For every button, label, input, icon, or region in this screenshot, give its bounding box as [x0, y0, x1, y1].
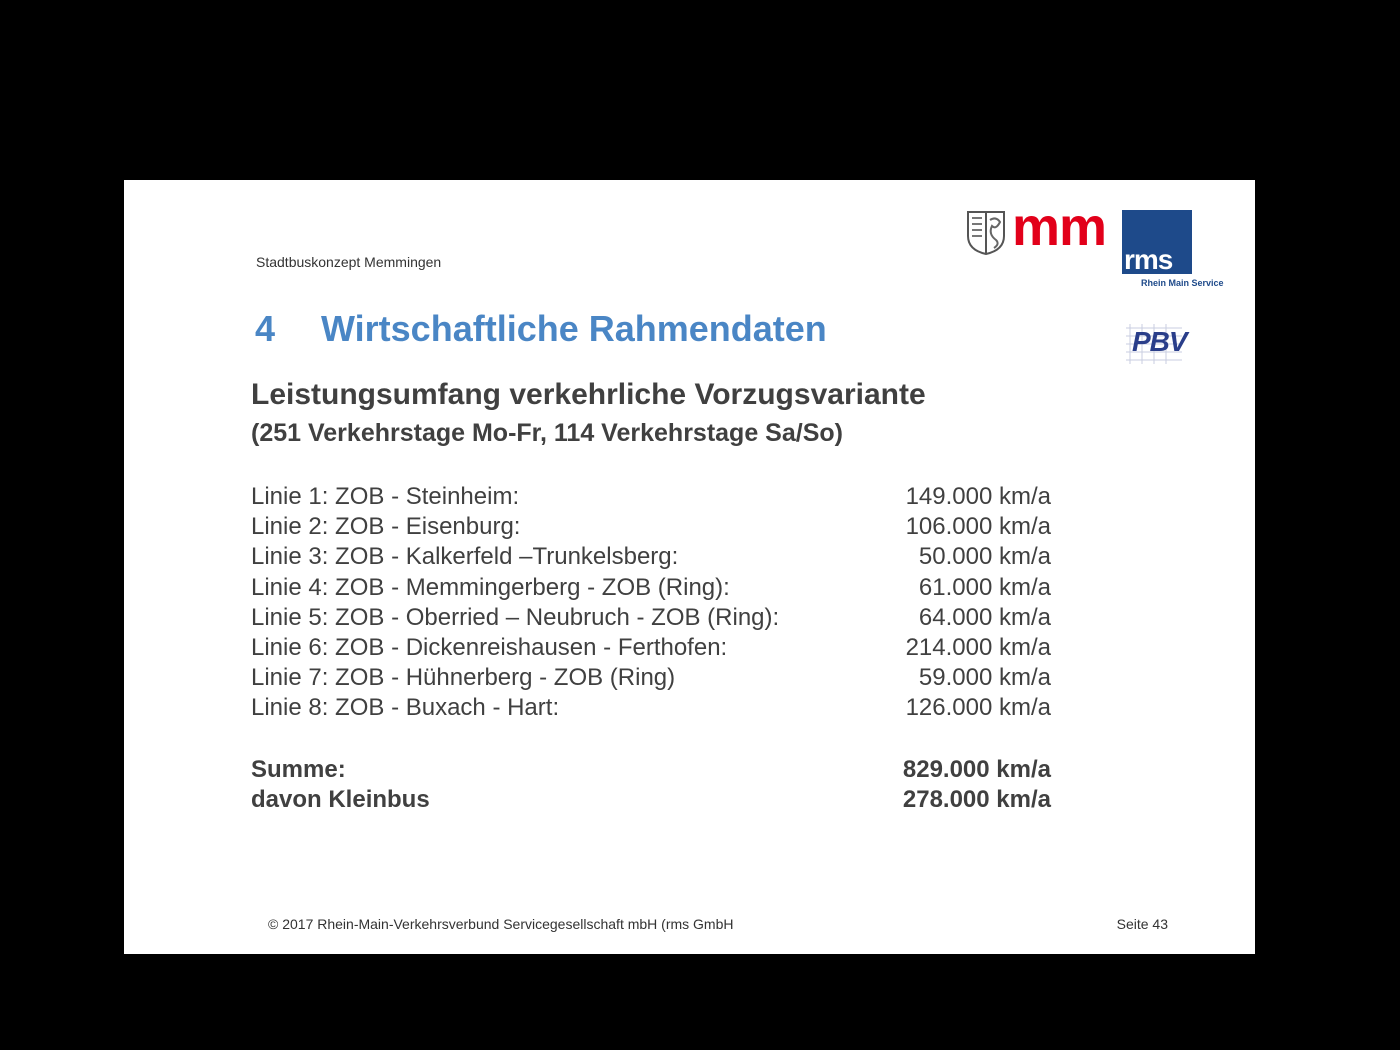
title-text: Wirtschaftliche Rahmendaten — [321, 308, 827, 349]
line-row: Linie 1: ZOB - Steinheim: 149.000 km/a — [251, 483, 1051, 513]
lines-list: Linie 1: ZOB - Steinheim: 149.000 km/a Li… — [251, 483, 1051, 725]
rms-logo-subtitle: Rhein Main Service — [1141, 278, 1224, 288]
mm-logo: mm — [1012, 197, 1107, 257]
line-label: Linie 8: ZOB - Buxach - Hart: — [251, 694, 560, 722]
kleinbus-row: davon Kleinbus 278.000 km/a — [251, 786, 1051, 816]
footer-copyright: © 2017 Rhein-Main-Verkehrsverbund Servic… — [268, 916, 734, 932]
slide: Stadtbuskonzept Memmingen mm rms Rhein M… — [124, 180, 1255, 954]
line-row: Linie 8: ZOB - Buxach - Hart: 126.000 km/… — [251, 694, 1051, 724]
line-value: 149.000 km/a — [905, 483, 1051, 510]
slide-title: 4 Wirtschaftliche Rahmendaten — [255, 308, 827, 350]
line-value: 61.000 km/a — [918, 573, 1051, 601]
line-row: Linie 4: ZOB - Memmingerberg - ZOB (Ring… — [251, 574, 1051, 604]
line-row: Linie 3: ZOB - Kalkerfeld –Trunkelsberg:… — [251, 543, 1051, 573]
rms-logo: rms — [1124, 244, 1173, 275]
line-label: Linie 5: ZOB - Oberried – Neubruch - ZOB… — [251, 603, 780, 631]
line-row: Linie 7: ZOB - Hühnerberg - ZOB (Ring) 59… — [251, 664, 1051, 694]
kleinbus-label: davon Kleinbus — [251, 786, 430, 813]
sum-label: Summe: — [251, 756, 346, 783]
header-text: Stadtbuskonzept Memmingen — [256, 254, 442, 270]
line-value: 64.000 km/a — [918, 603, 1051, 631]
sum-row: Summe: 829.000 km/a — [251, 756, 1051, 786]
page-number: Seite 43 — [1116, 916, 1168, 932]
logo-group: mm rms Rhein Main Service — [966, 200, 1236, 290]
line-row: Linie 6: ZOB - Dickenreishausen - Fertho… — [251, 634, 1051, 664]
line-value: 106.000 km/a — [905, 513, 1051, 541]
line-label: Linie 3: ZOB - Kalkerfeld –Trunkelsberg: — [251, 543, 679, 571]
line-row: Linie 2: ZOB - Eisenburg: 106.000 km/a — [251, 513, 1051, 543]
line-value: 126.000 km/a — [905, 694, 1051, 722]
line-value: 50.000 km/a — [918, 543, 1051, 571]
line-label: Linie 4: ZOB - Memmingerberg - ZOB (Ring… — [251, 573, 730, 601]
kleinbus-value: 278.000 km/a — [902, 786, 1051, 813]
line-label: Linie 1: ZOB - Steinheim: — [251, 483, 520, 510]
title-number: 4 — [255, 308, 276, 349]
subtitle: Leistungsumfang verkehrliche Vorzugsvari… — [251, 378, 926, 411]
line-label: Linie 6: ZOB - Dickenreishausen - Fertho… — [251, 633, 728, 661]
line-value: 59.000 km/a — [918, 664, 1051, 692]
pbv-logo-text: PBV — [1132, 326, 1188, 357]
line-value: 214.000 km/a — [905, 633, 1051, 661]
line-row: Linie 5: ZOB - Oberried – Neubruch - ZOB… — [251, 604, 1051, 634]
rms-logo-box — [1122, 210, 1192, 274]
sum-value: 829.000 km/a — [902, 756, 1051, 783]
sum-block: Summe: 829.000 km/a davon Kleinbus 278.000… — [251, 756, 1051, 816]
line-label: Linie 2: ZOB - Eisenburg: — [251, 513, 521, 541]
pbv-logo: PBV — [1122, 324, 1206, 366]
subtitle-days: (251 Verkehrstage Mo-Fr, 114 Verkehrstag… — [251, 419, 843, 447]
line-label: Linie 7: ZOB - Hühnerberg - ZOB (Ring) — [251, 664, 676, 692]
memmingen-crest-icon — [967, 211, 1005, 256]
pbv-grid-icon — [1126, 324, 1182, 364]
